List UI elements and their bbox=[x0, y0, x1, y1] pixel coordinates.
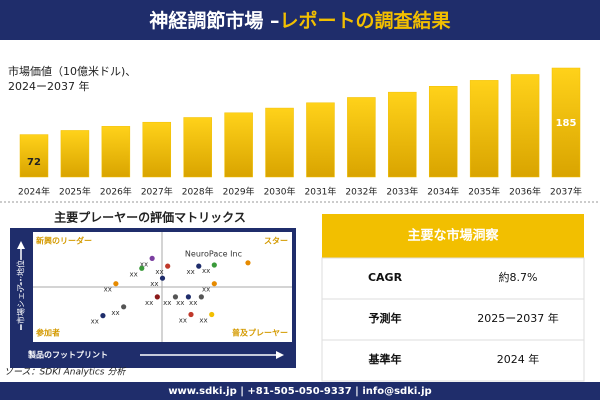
player-label: xx bbox=[155, 268, 163, 276]
player-label: xx bbox=[104, 286, 112, 294]
bar bbox=[306, 102, 335, 178]
player-label: NeuroPace Inc bbox=[185, 249, 242, 258]
player-label: xx bbox=[199, 317, 207, 325]
x-tick-label: 2024年 bbox=[18, 186, 50, 198]
bar bbox=[347, 97, 376, 178]
bar bbox=[224, 112, 253, 178]
title-main: 神経調節市場 – bbox=[149, 9, 279, 32]
player-label: xx bbox=[179, 317, 187, 325]
player-label: xx bbox=[150, 280, 158, 288]
player-point bbox=[196, 263, 202, 269]
table-row bbox=[321, 339, 585, 382]
bar bbox=[265, 107, 294, 178]
header-title: 神経調節市場 –レポートの調査結果 bbox=[149, 9, 450, 32]
bar bbox=[510, 74, 540, 178]
player-point bbox=[198, 294, 204, 300]
x-tick-label: 2037年 bbox=[550, 186, 582, 198]
quadrant-label: 新興のリーダー bbox=[36, 236, 92, 246]
player-label: xx bbox=[140, 260, 148, 268]
table-row bbox=[321, 298, 585, 341]
quadrant-label: 参加者 bbox=[35, 328, 60, 338]
x-tick-label: 2032年 bbox=[345, 186, 377, 198]
bar bbox=[428, 86, 458, 178]
player-point bbox=[100, 313, 106, 319]
bar bbox=[19, 134, 49, 178]
row-label: 予測年 bbox=[369, 311, 402, 325]
chart-title: 市場価値（10億米ドル)、 bbox=[8, 64, 136, 78]
player-point bbox=[165, 263, 171, 269]
player-point bbox=[245, 260, 251, 266]
row-value: 2024 年 bbox=[497, 352, 540, 366]
x-tick-label: 2027年 bbox=[141, 186, 173, 198]
row-label: CAGR bbox=[368, 271, 403, 284]
quadrant-label: スター bbox=[264, 236, 288, 246]
player-label: xx bbox=[189, 299, 197, 307]
x-tick-label: 2028年 bbox=[182, 186, 214, 198]
arrowhead bbox=[17, 241, 25, 249]
player-point bbox=[121, 304, 127, 310]
player-point bbox=[188, 311, 194, 318]
x-tick-label: 2034年 bbox=[427, 186, 459, 198]
player-point bbox=[185, 294, 191, 300]
player-point bbox=[159, 275, 166, 281]
player-point bbox=[149, 255, 155, 261]
x-axis-label: 製品のフットプリント bbox=[27, 350, 108, 360]
player-label: xx bbox=[202, 286, 210, 294]
bar bbox=[142, 121, 172, 178]
y-axis-label: 市場シェア・地位 bbox=[16, 260, 26, 324]
bar bbox=[60, 130, 90, 178]
title-accent: レポートの調査結果 bbox=[280, 9, 451, 32]
footer: www.sdki.jp | +81-505-050-9337 | info@sd… bbox=[168, 386, 431, 397]
x-tick-label: 2035年 bbox=[468, 186, 500, 198]
player-label: xx bbox=[129, 270, 137, 278]
player-label: xx bbox=[145, 299, 153, 307]
player-point bbox=[172, 294, 179, 300]
footer-bar bbox=[0, 382, 600, 400]
player-label: xx bbox=[202, 267, 210, 275]
x-tick-label: 2026年 bbox=[100, 186, 132, 198]
player-label: xx bbox=[176, 299, 184, 307]
bar bbox=[469, 80, 499, 178]
player-point bbox=[139, 265, 145, 271]
player-point bbox=[154, 294, 160, 300]
table-row bbox=[321, 257, 585, 300]
header-bar bbox=[0, 0, 600, 40]
row-value: 2025ー2037 年 bbox=[477, 311, 559, 325]
value-label: 72 bbox=[27, 157, 41, 168]
player-point bbox=[113, 281, 119, 287]
chart-title: 主要プレーヤーの評価マトリックス bbox=[54, 210, 246, 225]
bar bbox=[101, 126, 131, 178]
x-tick-label: 2029年 bbox=[223, 186, 255, 198]
player-label: xx bbox=[111, 309, 119, 317]
source: ソース：SDKI Analytics 分析 bbox=[4, 367, 126, 378]
player-label: xx bbox=[186, 268, 194, 276]
x-tick-label: 2033年 bbox=[386, 186, 418, 198]
x-tick-label: 2030年 bbox=[264, 186, 296, 198]
bar bbox=[388, 91, 417, 178]
arrowhead bbox=[276, 351, 284, 359]
player-point bbox=[211, 262, 217, 268]
bar-chart: 市場価値（10億米ドル)、2024ー2037 年 2024年 72 2025年 2026… bbox=[8, 64, 582, 198]
chart-title: 2024ー2037 年 bbox=[8, 79, 90, 93]
table-title: 主要な市場洞察 bbox=[407, 228, 499, 244]
player-point bbox=[211, 281, 217, 287]
x-tick-label: 2036年 bbox=[509, 186, 541, 198]
player-point bbox=[209, 311, 215, 318]
value-label: 185 bbox=[556, 118, 577, 129]
table-header bbox=[322, 214, 584, 258]
player-label: xx bbox=[163, 299, 171, 307]
x-tick-label: 2031年 bbox=[305, 186, 337, 198]
quadrant-label: 普及プレーヤー bbox=[232, 328, 288, 338]
bar bbox=[551, 67, 581, 178]
row-label: 基準年 bbox=[368, 352, 402, 366]
x-tick-label: 2025年 bbox=[59, 186, 91, 198]
player-label: xx bbox=[91, 318, 99, 326]
bar bbox=[183, 117, 212, 178]
row-value: 約8.7% bbox=[499, 270, 538, 284]
